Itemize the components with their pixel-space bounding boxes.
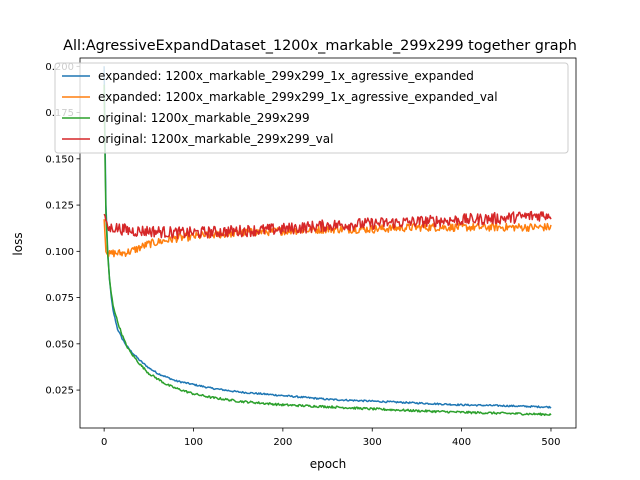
y-tick-label: 0.100 <box>45 247 74 258</box>
y-tick-label: 0.075 <box>45 293 74 304</box>
series-line-3 <box>103 84 552 417</box>
plot-lines <box>103 66 552 417</box>
y-tick-label: 0.125 <box>45 201 74 212</box>
legend-box <box>54 62 569 154</box>
legend: expanded: 1200x_markable_299x299_1x_agre… <box>54 62 569 154</box>
x-tick-label: 100 <box>184 437 203 448</box>
plot-frame <box>79 57 577 429</box>
legend-label-3: original: 1200x_markable_299x299 <box>98 111 310 125</box>
legend-label-4: original: 1200x_markable_299x299_val <box>98 132 333 146</box>
axes-frame <box>79 57 577 429</box>
series-line-1 <box>103 66 552 409</box>
series-line-4 <box>103 210 552 240</box>
x-tick-label: 200 <box>273 437 292 448</box>
chart-title: All:AgressiveExpandDataset_1200x_markabl… <box>63 38 577 54</box>
y-axis-label: loss <box>11 232 25 255</box>
legend-label-2: expanded: 1200x_markable_299x299_1x_agre… <box>98 90 498 104</box>
legend-label-1: expanded: 1200x_markable_299x299_1x_agre… <box>98 69 474 83</box>
x-axis-label: epoch <box>310 457 347 471</box>
x-tick-label: 300 <box>363 437 382 448</box>
x-tick-label: 400 <box>452 437 471 448</box>
x-axis-ticks: 0 100 200 300 400 500 <box>101 428 561 448</box>
y-tick-label: 0.025 <box>45 386 74 397</box>
y-tick-label: 0.150 <box>45 154 74 165</box>
x-tick-label: 0 <box>101 437 107 448</box>
x-tick-label: 500 <box>541 437 560 448</box>
series-line-2 <box>103 219 552 258</box>
y-tick-label: 0.050 <box>45 339 74 350</box>
